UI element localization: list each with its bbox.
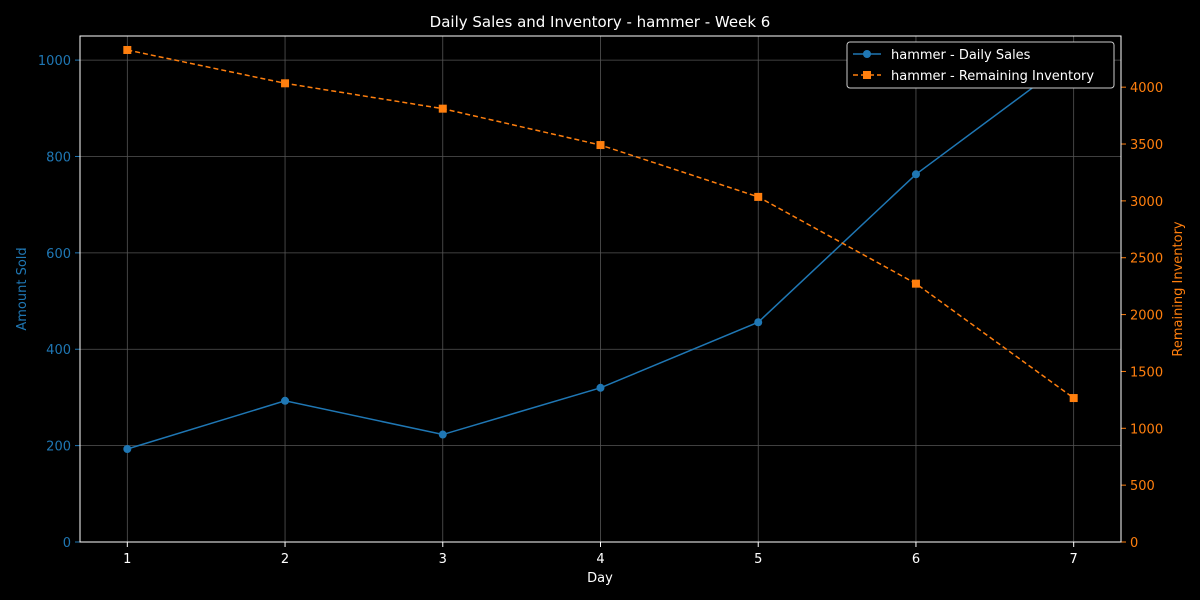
data-point-marker	[281, 396, 290, 405]
left-tick-label: 600	[46, 247, 71, 262]
series-layer	[123, 45, 1078, 453]
data-point-marker	[754, 318, 763, 327]
chart-title: Daily Sales and Inventory - hammer - Wee…	[430, 13, 771, 31]
legend-label-remaining-inventory: hammer - Remaining Inventory	[891, 69, 1094, 84]
data-point-marker	[596, 141, 605, 150]
right-tick-label: 2000	[1130, 309, 1163, 324]
left-axis-title: Amount Sold	[15, 247, 30, 330]
right-tick-label: 3500	[1130, 138, 1163, 153]
data-point-marker	[754, 192, 763, 201]
right-tick-label: 4000	[1130, 81, 1163, 96]
axes-frame	[79, 35, 1122, 543]
legend-box	[846, 41, 1115, 89]
left-tick-label: 1000	[38, 54, 71, 69]
right-tick-label: 0	[1130, 536, 1138, 551]
legend-marker-remaining-inventory	[863, 71, 871, 79]
data-point-marker	[911, 279, 920, 288]
data-point-marker	[123, 444, 132, 453]
x-tick-label: 7	[1070, 552, 1078, 567]
x-tick-label: 4	[596, 552, 604, 567]
left-tick-label: 0	[63, 536, 71, 551]
data-point-marker	[1069, 394, 1078, 403]
x-tick-label: 6	[912, 552, 920, 567]
legend: hammer - Daily Sales hammer - Remaining …	[846, 41, 1115, 89]
right-tick-label: 500	[1130, 479, 1155, 494]
x-tick-label: 3	[439, 552, 447, 567]
data-point-marker	[596, 383, 605, 392]
x-tick-label: 5	[754, 552, 762, 567]
x-axis-title: Day	[587, 571, 613, 586]
right-tick-label: 1000	[1130, 422, 1163, 437]
data-point-marker	[438, 104, 447, 113]
right-axis-title: Remaining Inventory	[1171, 221, 1186, 357]
data-point-marker	[911, 170, 920, 179]
right-tick-label: 2500	[1130, 252, 1163, 267]
data-point-marker	[281, 79, 290, 88]
axes: 1 2 3 4 5 6 7 0 200 400 600 800 1000 0 500 1000 1500 2000…	[38, 35, 1163, 567]
data-point-marker	[123, 45, 132, 54]
data-point-marker	[438, 430, 447, 439]
x-tick-label: 1	[123, 552, 131, 567]
x-tick-label: 2	[281, 552, 289, 567]
left-tick-label: 400	[46, 343, 71, 358]
legend-marker-daily-sales	[863, 50, 871, 58]
left-tick-label: 200	[46, 440, 71, 455]
right-tick-label: 3000	[1130, 195, 1163, 210]
right-tick-label: 1500	[1130, 365, 1163, 380]
left-tick-label: 800	[46, 150, 71, 165]
legend-label-daily-sales: hammer - Daily Sales	[891, 48, 1031, 63]
